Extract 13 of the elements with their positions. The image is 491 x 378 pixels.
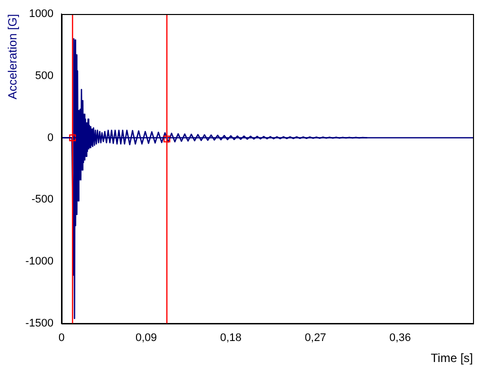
x-axis-title: Time [s] <box>430 351 473 366</box>
x-tick-label: 0 <box>58 332 65 344</box>
y-axis-title: Acceleration [G] <box>6 14 20 100</box>
y-tick-label: -1000 <box>25 256 54 268</box>
y-tick-label: 0 <box>47 132 54 144</box>
y-tick-label: -1500 <box>25 317 54 330</box>
y-tick-label: 1000 <box>29 8 54 20</box>
x-tick-label: 0,09 <box>135 332 157 344</box>
y-tick-label: 500 <box>35 70 54 82</box>
x-tick-label: 0,27 <box>304 332 326 344</box>
x-tick-label: 0,18 <box>220 332 242 344</box>
x-tick-label: 0,36 <box>389 332 411 344</box>
y-tick-label: -500 <box>32 194 54 206</box>
